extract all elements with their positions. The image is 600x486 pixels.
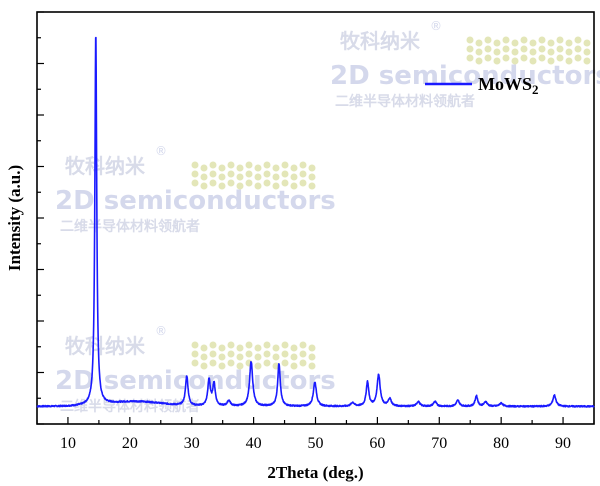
watermark-logo: 牧科纳米 ® 2D semiconductors 二维半导体材料领航者 (330, 19, 600, 110)
x-axis-title: 2Theta (deg.) (267, 463, 363, 482)
svg-text:®: ® (155, 324, 167, 338)
x-tick-label: 60 (369, 435, 385, 452)
x-tick-label: 50 (308, 435, 324, 452)
svg-text:牧科纳米: 牧科纳米 (65, 334, 146, 358)
y-axis-title: Intensity (a.u.) (5, 165, 24, 271)
legend: MoWS2 (425, 74, 539, 97)
svg-text:二维半导体材料领航者: 二维半导体材料领航者 (60, 398, 200, 415)
x-tick-label: 40 (246, 435, 262, 452)
svg-text:牧科纳米: 牧科纳米 (340, 29, 421, 53)
watermark-crystal-art (191, 161, 316, 190)
x-tick-label: 10 (60, 435, 76, 452)
watermark-logo: 牧科纳米 ® 2D semiconductors 二维半导体材料领航者 (55, 324, 336, 415)
x-tick-label: 90 (555, 435, 571, 452)
svg-text:牧科纳米: 牧科纳米 (65, 154, 146, 178)
x-tick-label: 20 (122, 435, 138, 452)
svg-text:2D semiconductors: 2D semiconductors (330, 61, 600, 91)
svg-text:2D semiconductors: 2D semiconductors (55, 366, 336, 396)
svg-text:®: ® (430, 19, 442, 33)
x-tick-label: 70 (431, 435, 447, 452)
watermark-crystal-art (466, 36, 591, 65)
x-axis-ticks: 10 20 30 40 50 60 70 80 90 (36, 417, 595, 452)
x-tick-label: 80 (493, 435, 509, 452)
legend-label: MoWS2 (478, 74, 539, 97)
svg-text:二维半导体材料领航者: 二维半导体材料领航者 (335, 93, 475, 110)
svg-text:2D semiconductors: 2D semiconductors (55, 186, 336, 216)
y-axis-ticks (37, 11, 44, 425)
series-line-mows2 (36, 36, 595, 408)
svg-text:二维半导体材料领航者: 二维半导体材料领航者 (60, 218, 200, 235)
svg-text:®: ® (155, 144, 167, 158)
watermark-crystal-art (191, 341, 316, 370)
x-tick-label: 30 (184, 435, 200, 452)
